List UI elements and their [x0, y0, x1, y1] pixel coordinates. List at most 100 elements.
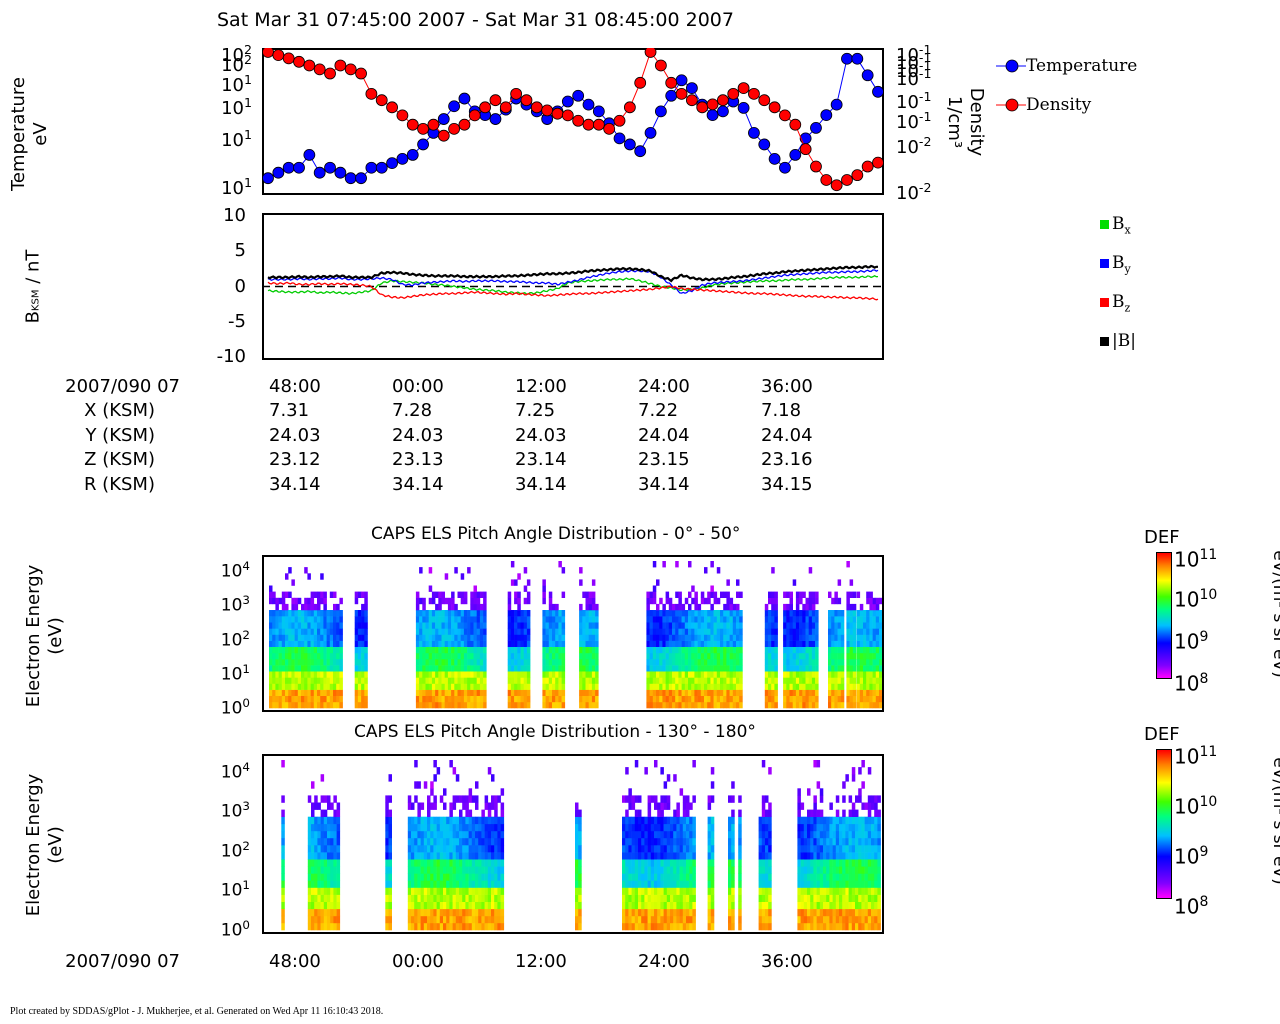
bottom-axis-date: 2007/090 07	[65, 951, 180, 972]
spectro-cell	[333, 837, 337, 846]
spectro-cell	[579, 659, 583, 666]
density-tick: 10-1	[896, 109, 931, 133]
spectro-cell	[726, 603, 730, 611]
energy-tick-base: 10	[220, 802, 243, 823]
spectro-cell	[859, 701, 864, 709]
spectro-cell	[582, 616, 586, 623]
spectro-cell	[694, 610, 698, 617]
spectro-cell	[625, 915, 629, 924]
spectro-cell	[710, 908, 715, 917]
spectro-cell	[484, 845, 489, 853]
spectro-cell	[786, 610, 790, 617]
spectro-cell	[339, 659, 343, 666]
spectro-cell	[679, 837, 684, 846]
spectro-cell	[423, 830, 428, 839]
spectro-cell	[707, 802, 712, 810]
spectro-cell	[713, 671, 718, 678]
spectro-cell	[723, 640, 727, 647]
spectro-cell	[858, 852, 862, 860]
spectro-cell	[433, 760, 437, 768]
spectro-cell	[575, 852, 579, 860]
spectro-cell	[555, 616, 559, 623]
spectro-cell	[364, 616, 368, 623]
spectro-cell	[675, 634, 679, 641]
density-tick: 10-1	[896, 89, 931, 113]
spectro-cell	[684, 689, 689, 696]
spectro-cell	[465, 894, 469, 902]
spectro-cell	[561, 659, 566, 666]
spectro-cell	[866, 616, 870, 623]
spectro-cell	[454, 603, 458, 611]
spectro-cell	[823, 859, 827, 867]
spectro-cell	[840, 665, 845, 672]
spectro-cell	[510, 634, 515, 641]
spectro-cell	[875, 677, 880, 684]
spectro-cell	[422, 659, 426, 666]
spectro-cell	[866, 640, 870, 647]
spectro-cell	[454, 616, 458, 623]
spectro-cell	[803, 915, 808, 924]
density-point	[499, 101, 512, 114]
spectro-cell	[849, 616, 854, 623]
spectro-cell	[304, 567, 308, 574]
spectro-cell	[476, 634, 481, 641]
spectro-cell	[678, 603, 682, 611]
spectro-cell	[462, 837, 466, 846]
spectro-cell	[491, 873, 495, 881]
temperature-point	[737, 102, 750, 114]
spectro-cell	[871, 887, 875, 895]
spectro-cell	[792, 616, 797, 623]
spectro-cell	[431, 665, 436, 672]
spectro-cell	[304, 695, 308, 703]
spectro-cell	[631, 901, 636, 910]
spectro-cell	[431, 610, 436, 617]
spectro-cell	[364, 634, 368, 641]
spectro-cell	[297, 640, 302, 647]
spectro-cell	[877, 915, 881, 924]
spectro-cell	[681, 689, 686, 696]
spectro-cell	[449, 866, 453, 874]
spectro-cell	[575, 887, 579, 895]
spectro-cell	[460, 622, 465, 629]
spectro-cell	[819, 873, 824, 881]
spectro-cell	[732, 695, 737, 703]
spectro-cell	[802, 634, 806, 641]
spectro-cell	[789, 597, 793, 605]
spectro-cell	[552, 622, 556, 629]
spectro-cell	[361, 683, 365, 690]
spectro-cell	[423, 816, 428, 825]
spectro-cell	[694, 628, 698, 635]
spectro-cell	[625, 852, 629, 860]
spectro-cell	[278, 683, 283, 690]
spectro-cell	[523, 677, 528, 684]
spectro-cell	[732, 616, 737, 623]
spectro-cell	[837, 646, 842, 654]
spectro-cell	[855, 866, 859, 874]
spectro-cell	[433, 774, 437, 782]
spectro-cell	[732, 634, 737, 641]
spectro-cell	[425, 646, 429, 654]
spectro-cell	[457, 646, 461, 654]
spectro-cell	[858, 837, 862, 846]
spectro-cell	[774, 622, 778, 629]
spectro-cell	[795, 677, 800, 684]
spectro-cell	[761, 908, 766, 917]
spectro-cell	[417, 894, 421, 902]
spectro-cell	[666, 830, 671, 839]
spectro-cell	[329, 671, 334, 678]
spectro-cell	[761, 859, 766, 867]
spectro-cell	[439, 887, 444, 895]
spectro-cell	[314, 880, 318, 888]
temperature-point	[489, 113, 502, 125]
spectro-cell	[481, 830, 485, 839]
spectro-cell	[723, 671, 727, 678]
spectro-cell	[731, 795, 735, 803]
spectro-cell	[634, 795, 639, 803]
spectro-cell	[808, 616, 813, 623]
spectro-cell	[288, 634, 292, 641]
spectro-cell	[675, 689, 679, 696]
spectro-cell	[449, 809, 453, 817]
spectro-cell	[463, 597, 468, 605]
spectro-cell	[859, 659, 864, 666]
spectro-cell	[761, 922, 766, 931]
